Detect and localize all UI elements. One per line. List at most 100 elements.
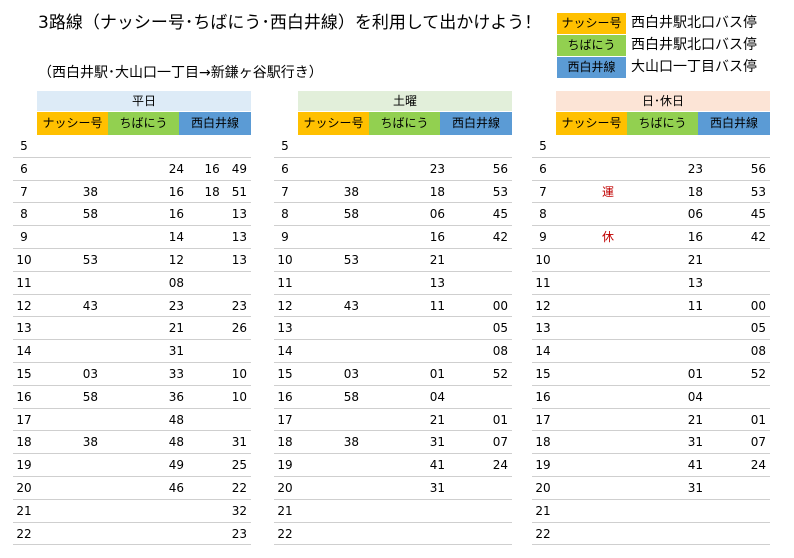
- minute-cell: 42: [492, 230, 508, 245]
- minute-cell: 16: [168, 207, 184, 222]
- hour-cell: 19: [535, 458, 551, 473]
- route-column-headers: ナッシー号 ちばにう 西白井線: [37, 112, 251, 135]
- hour-cell: 12: [535, 298, 551, 313]
- minute-cell: 26: [231, 321, 247, 336]
- route-column-headers: ナッシー号 ちばにう 西白井線: [556, 112, 770, 135]
- hour-cell: 15: [535, 366, 551, 381]
- minute-cell: 41: [429, 458, 445, 473]
- minute-cell: 10: [231, 366, 247, 381]
- table-row: 6 24 16 49: [13, 158, 251, 181]
- legend-route-nassy: ナッシー号: [557, 13, 626, 34]
- legend-stop-chibaniu: 西白井駅北口バス停: [631, 37, 757, 53]
- table-row: 19 41 24: [532, 454, 770, 477]
- minute-cell: 48: [168, 435, 184, 450]
- hour-cell: 10: [535, 252, 551, 267]
- table-row: 16 58 04: [274, 386, 512, 409]
- table-row: 18 38 48 31: [13, 431, 251, 455]
- hour-cell: 13: [535, 321, 551, 336]
- minute-cell: 38: [343, 184, 359, 199]
- table-row: 5: [13, 135, 251, 158]
- table-row: 8 06 45: [532, 203, 770, 227]
- minute-cell: 06: [687, 207, 703, 222]
- column-header: ちばにう: [108, 112, 179, 135]
- day-header: 日･休日: [556, 91, 770, 111]
- minute-cell: 22: [231, 480, 247, 495]
- table-row: 21: [274, 500, 512, 523]
- hour-cell: 14: [277, 344, 293, 359]
- service-note: 運: [602, 184, 615, 199]
- hour-cell: 20: [535, 480, 551, 495]
- table-row: 10 53 21: [274, 249, 512, 272]
- hour-cell: 7: [281, 184, 289, 199]
- table-row: 22: [532, 523, 770, 546]
- minute-cell: 01: [687, 366, 703, 381]
- table-row: 11 13: [532, 272, 770, 295]
- table-row: 8 58 16 13: [13, 203, 251, 227]
- hour-cell: 20: [16, 480, 32, 495]
- hour-cell: 7: [20, 184, 28, 199]
- hour-cell: 16: [535, 389, 551, 404]
- minute-cell: 16: [429, 230, 445, 245]
- table-row: 12 11 00: [532, 295, 770, 318]
- minute-cell: 31: [429, 480, 445, 495]
- minute-cell: 03: [343, 366, 359, 381]
- hour-cell: 11: [277, 275, 293, 290]
- minute-cell: 38: [82, 435, 98, 450]
- hour-cell: 21: [16, 503, 32, 518]
- hour-cell: 17: [277, 412, 293, 427]
- minute-cell: 41: [687, 458, 703, 473]
- minute-cell: 18: [429, 184, 445, 199]
- table-row: 15 01 52: [532, 363, 770, 386]
- minute-cell: 18: [687, 184, 703, 199]
- minute-cell: 23: [168, 298, 184, 313]
- minute-cell: 56: [750, 161, 766, 176]
- hour-cell: 17: [16, 412, 32, 427]
- table-row: 20 31: [274, 477, 512, 500]
- timetable-rows: 5 6 23 56 7 38 18 53 8 58 06 45 9 16 42 10 53 21 11 13 12 43 1…: [274, 135, 512, 546]
- minute-cell: 31: [231, 435, 247, 450]
- legend-row-nassy: ナッシー号 西白井駅北口バス停: [557, 13, 757, 34]
- table-row: 20 31: [532, 477, 770, 500]
- minute-cell: 53: [492, 184, 508, 199]
- minute-cell: 23: [231, 298, 247, 313]
- minute-cell: 53: [82, 252, 98, 267]
- minute-cell: 08: [492, 344, 508, 359]
- minute-cell: 21: [687, 412, 703, 427]
- hour-cell: 15: [277, 366, 293, 381]
- table-row: 5: [532, 135, 770, 158]
- minute-cell: 56: [492, 161, 508, 176]
- hour-cell: 20: [277, 480, 293, 495]
- hour-cell: 19: [277, 458, 293, 473]
- route-legend: ナッシー号 西白井駅北口バス停 ちばにう 西白井駅北口バス停 西白井線 大山口一…: [557, 13, 757, 79]
- timetable-rows: 5 6 23 56 7 運 18 53 8 06 45 9 休 16 42 10 21 11 13 12 11 00 13 0…: [532, 135, 770, 546]
- minute-cell: 13: [687, 275, 703, 290]
- table-row: 22 23: [13, 523, 251, 546]
- minute-cell: 43: [343, 298, 359, 313]
- page-title: 3路線（ナッシー号･ちばにう･西白井線）を利用して出かけよう！: [38, 13, 542, 33]
- minute-cell: 58: [343, 207, 359, 222]
- table-row: 15 03 33 10: [13, 363, 251, 386]
- table-row: 17 21 01: [532, 409, 770, 432]
- minute-cell: 36: [168, 389, 184, 404]
- table-row: 21: [532, 500, 770, 523]
- hour-cell: 11: [16, 275, 32, 290]
- legend-route-chibaniu: ちばにう: [557, 35, 626, 56]
- hour-cell: 13: [277, 321, 293, 336]
- hour-cell: 22: [277, 526, 293, 541]
- minute-cell: 49: [168, 458, 184, 473]
- column-header: ちばにう: [369, 112, 440, 135]
- hour-cell: 14: [16, 344, 32, 359]
- table-row: 7 運 18 53: [532, 181, 770, 204]
- table-row: 6 23 56: [274, 158, 512, 181]
- minute-cell: 46: [168, 480, 184, 495]
- minute-cell: 43: [82, 298, 98, 313]
- minute-cell: 21: [168, 321, 184, 336]
- minute-cell: 31: [429, 435, 445, 450]
- hour-cell: 10: [277, 252, 293, 267]
- table-row: 19 49 25: [13, 454, 251, 477]
- table-row: 9 16 42: [274, 226, 512, 249]
- column-header: ナッシー号: [298, 112, 369, 135]
- table-row: 18 38 31 07: [274, 431, 512, 455]
- hour-cell: 5: [539, 139, 547, 153]
- minute-cell: 25: [231, 458, 247, 473]
